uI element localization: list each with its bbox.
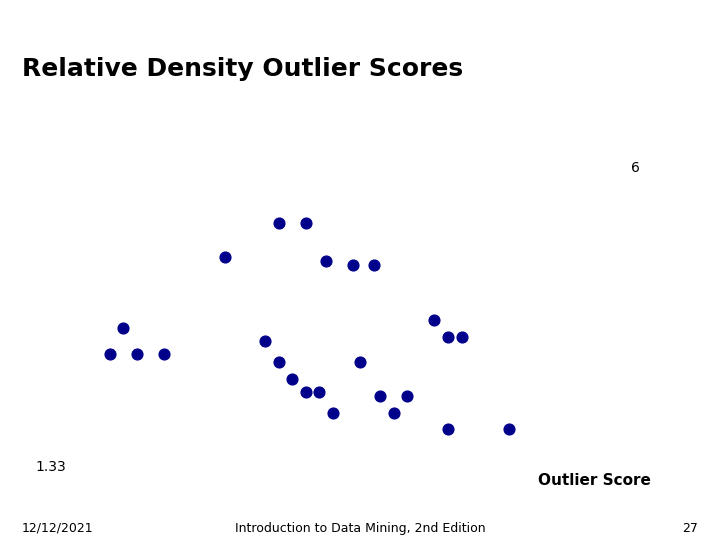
- Point: [442, 425, 454, 434]
- Point: [273, 357, 284, 366]
- Text: 6: 6: [631, 161, 639, 176]
- Point: [131, 349, 143, 358]
- Point: [503, 425, 515, 434]
- Point: [300, 219, 312, 227]
- Point: [402, 392, 413, 400]
- Point: [354, 357, 366, 366]
- Point: [388, 408, 400, 417]
- Text: 12/12/2021: 12/12/2021: [22, 522, 93, 535]
- Point: [442, 333, 454, 341]
- Point: [348, 261, 359, 269]
- Point: [320, 256, 332, 265]
- Point: [219, 252, 230, 261]
- Point: [428, 315, 440, 324]
- Point: [368, 261, 379, 269]
- Text: Relative Density Outlier Scores: Relative Density Outlier Scores: [22, 57, 463, 80]
- Point: [287, 375, 298, 383]
- Point: [314, 387, 325, 396]
- Point: [327, 408, 338, 417]
- Text: 1.33: 1.33: [35, 460, 66, 474]
- Text: Introduction to Data Mining, 2nd Edition: Introduction to Data Mining, 2nd Edition: [235, 522, 485, 535]
- Point: [117, 324, 129, 333]
- Point: [259, 336, 271, 345]
- Point: [158, 349, 169, 358]
- Point: [104, 349, 115, 358]
- Point: [273, 219, 284, 227]
- Text: Outlier Score: Outlier Score: [538, 474, 651, 488]
- Point: [456, 333, 467, 341]
- Text: 27: 27: [683, 522, 698, 535]
- Point: [300, 387, 312, 396]
- Point: [374, 392, 386, 400]
